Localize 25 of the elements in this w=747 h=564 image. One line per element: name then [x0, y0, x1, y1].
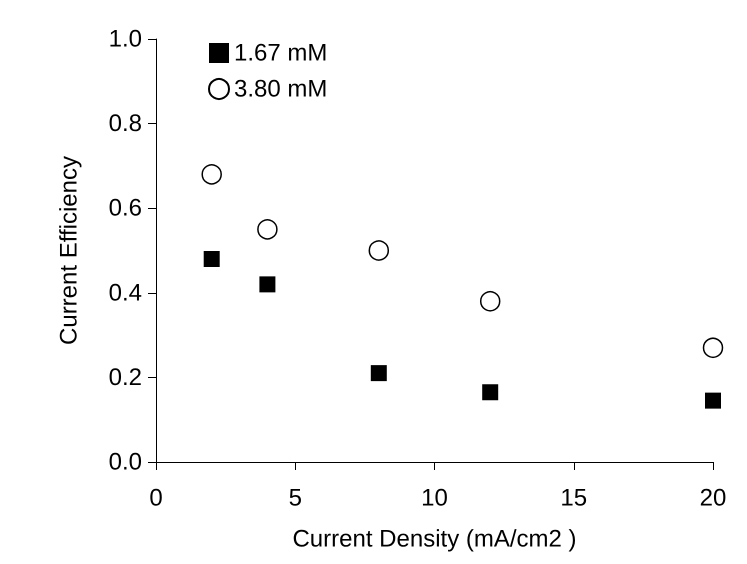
y-tick-label: 1.0	[108, 26, 142, 52]
y-tick-label: 0.2	[108, 364, 142, 391]
x-tick-label: 20	[700, 484, 726, 512]
y-axis-title: Current Efficiency	[56, 156, 82, 345]
x-tick-label: 15	[560, 484, 588, 512]
x-tick-label: 5	[288, 484, 302, 512]
point	[702, 338, 724, 358]
point	[201, 164, 222, 185]
point	[257, 219, 278, 240]
point	[370, 365, 387, 382]
point	[259, 276, 276, 292]
legend-label: 3.80 mM	[234, 76, 328, 102]
point	[204, 250, 220, 267]
point	[482, 384, 498, 400]
x-tick-label: 10	[421, 484, 448, 512]
x-axis-title: Current Density (mA/cm2 )	[292, 526, 577, 552]
y-tick-label: 0.6	[108, 194, 142, 222]
y-tick-label: 0.4	[108, 279, 142, 306]
point	[480, 291, 500, 312]
point	[368, 240, 390, 261]
x-tick-label: 0	[149, 484, 163, 512]
y-tick-label: 0.8	[108, 110, 142, 138]
point	[705, 392, 721, 409]
legend-label: 1.67 mM	[234, 40, 328, 66]
y-tick-label: 0.0	[108, 448, 142, 476]
